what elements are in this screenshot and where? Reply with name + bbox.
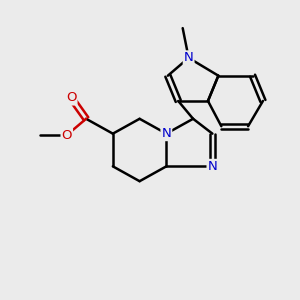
Text: O: O (61, 129, 72, 142)
Text: N: N (161, 127, 171, 140)
Text: N: N (184, 51, 194, 64)
Text: O: O (66, 92, 76, 104)
Text: N: N (208, 160, 217, 173)
